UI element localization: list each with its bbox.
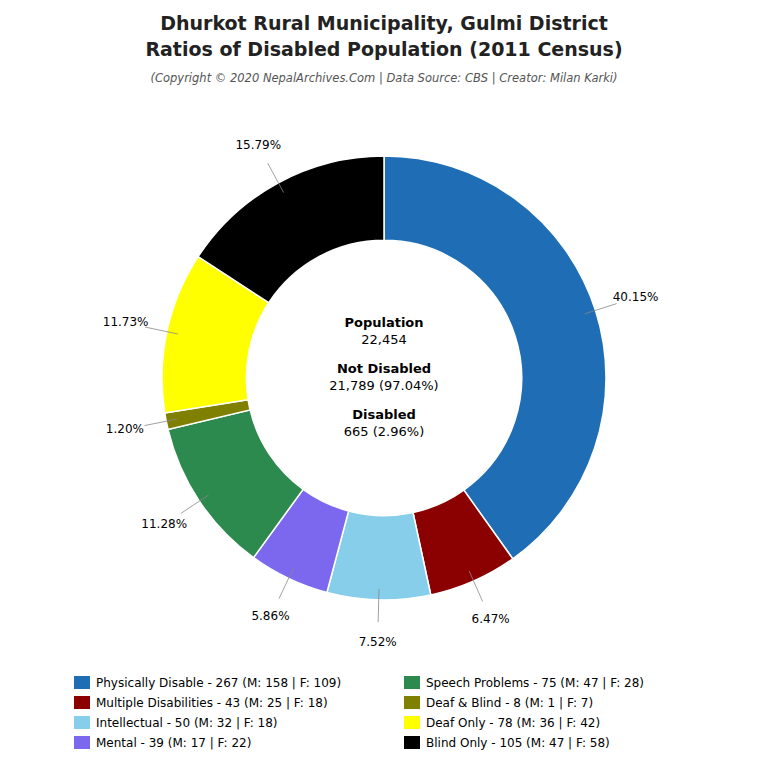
chart-svg: Dhurkot Rural Municipality, Gulmi Distri… xyxy=(0,0,768,768)
data-label: 15.79% xyxy=(235,138,281,152)
legend-swatch xyxy=(404,696,420,709)
annotation: 665 (2.96%) xyxy=(344,424,424,439)
legend-swatch xyxy=(74,676,90,689)
legend-entry: Multiple Disabilities - 43 (M: 25 | F: 1… xyxy=(96,696,328,710)
legend-entry: Speech Problems - 75 (M: 47 | F: 28) xyxy=(426,676,644,690)
annotation: 21,789 (97.04%) xyxy=(329,378,438,393)
leader-line xyxy=(181,495,209,513)
data-label: 11.28% xyxy=(141,517,187,531)
data-label: 5.86% xyxy=(251,609,289,623)
legend-entry: Blind Only - 105 (M: 47 | F: 58) xyxy=(426,736,610,750)
legend-swatch xyxy=(74,696,90,709)
data-label: 40.15% xyxy=(613,290,659,304)
legend-entry: Intellectual - 50 (M: 32 | F: 18) xyxy=(96,716,278,730)
data-label: 7.52% xyxy=(359,635,397,649)
annotation: 22,454 xyxy=(361,332,407,347)
annotation: Disabled xyxy=(352,407,416,422)
leader-line xyxy=(268,163,284,192)
legend-swatch xyxy=(74,716,90,729)
data-labels: 40.15% 6.47% 7.52% 5.86% 11.28% 1.20% 11.73% 15… xyxy=(103,138,659,648)
leader-line xyxy=(378,589,380,622)
leader-line xyxy=(585,304,617,314)
annotation: Not Disabled xyxy=(337,361,431,376)
subtitle: (Copyright © 2020 NepalArchives.Com | Da… xyxy=(150,71,617,85)
legend-swatch xyxy=(404,716,420,729)
leader-line xyxy=(145,327,178,334)
data-label: 6.47% xyxy=(472,612,510,626)
slices xyxy=(162,156,606,600)
leader-line xyxy=(279,568,293,598)
pie-group: 40.15% 6.47% 7.52% 5.86% 11.28% 1.20% 11.73% 15… xyxy=(103,138,659,648)
chart-container: Dhurkot Rural Municipality, Gulmi Distri… xyxy=(0,0,768,768)
annotation: Population xyxy=(344,315,423,330)
legend-entry: Physically Disable - 267 (M: 158 | F: 10… xyxy=(96,676,341,690)
leader-line xyxy=(469,571,482,601)
legend-entry: Deaf & Blind - 8 (M: 1 | F: 7) xyxy=(426,696,593,710)
slice xyxy=(198,156,384,303)
center-text: Population 22,454 Not Disabled 21,789 (97.0… xyxy=(329,315,438,439)
legend-swatch xyxy=(404,676,420,689)
legend-swatch xyxy=(74,736,90,749)
legend-entry: Deaf Only - 78 (M: 36 | F: 42) xyxy=(426,716,600,730)
data-label: 11.73% xyxy=(103,315,149,329)
slice xyxy=(168,410,303,558)
slice xyxy=(384,156,606,559)
data-label: 1.20% xyxy=(106,422,144,436)
legend-entry: Mental - 39 (M: 17 | F: 22) xyxy=(96,736,251,750)
title: Dhurkot Rural Municipality, Gulmi Distri… xyxy=(160,12,608,34)
leader-line xyxy=(144,419,177,425)
legend: Physically Disable - 267 (M: 158 | F: 10… xyxy=(74,676,644,750)
title: Ratios of Disabled Population (2011 Cens… xyxy=(145,38,622,60)
legend-swatch xyxy=(404,736,420,749)
